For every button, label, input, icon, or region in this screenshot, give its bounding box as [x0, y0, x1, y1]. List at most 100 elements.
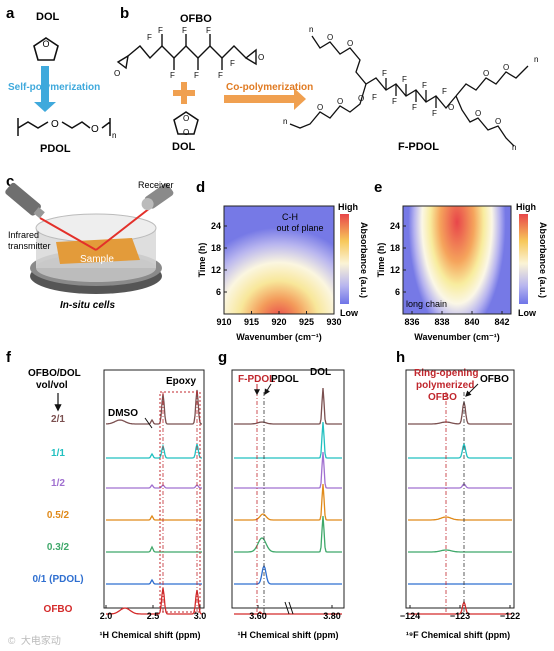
dol-ring-b-o1: O — [183, 114, 189, 123]
d-xtick-label: 915 — [244, 317, 259, 327]
panel-a-letter: a — [6, 5, 15, 22]
f-series-label: OFBO — [44, 604, 73, 615]
svg-text:O: O — [503, 63, 509, 72]
e-xlabel: Wavenumber (cm⁻¹) — [414, 332, 499, 342]
pdol-label: PDOL — [40, 143, 71, 155]
d-xtick-label: 925 — [299, 317, 314, 327]
g-xlabel: ¹H Chemical shift (ppm) — [237, 630, 338, 640]
h-xtick-label: −123 — [450, 611, 470, 621]
svg-text:O: O — [475, 109, 481, 118]
d-annot-2: out of plane — [276, 223, 323, 233]
d-xtick-label: 920 — [271, 317, 286, 327]
h-xtick-label: −122 — [500, 611, 520, 621]
d-colorbar — [340, 214, 349, 304]
e-cbar-label: Absorbance (a.u.) — [538, 222, 548, 298]
transmitter-label-1: Infrared — [8, 230, 39, 240]
f-xtick-label: 2.0 — [100, 611, 113, 621]
svg-text:O: O — [448, 103, 454, 112]
f-title-2: vol/vol — [36, 380, 68, 391]
panel-e-letter: e — [374, 179, 382, 196]
svg-text:O: O — [358, 94, 364, 103]
f-trace — [106, 389, 203, 425]
watermark: © 大电家动 — [8, 634, 61, 647]
svg-text:O: O — [317, 103, 323, 112]
svg-text:F: F — [422, 81, 427, 90]
d-xtick-label: 930 — [326, 317, 341, 327]
g-trace — [234, 611, 342, 615]
svg-text:O: O — [483, 69, 489, 78]
h-ofbo-label: OFBO — [480, 374, 509, 385]
ofbo-skeleton — [116, 34, 257, 70]
svg-text:O: O — [495, 117, 501, 126]
d-annot-1: C-H — [282, 212, 298, 222]
d-ytick-label: 24 — [211, 221, 221, 231]
self-polymerization-arrow-shaft — [41, 66, 49, 104]
f-epoxy-label: Epoxy — [166, 376, 196, 387]
co-polymerization-arrow-shaft — [224, 95, 296, 103]
fpdol-fluorines: F F F F F F F F — [372, 69, 447, 118]
g-trace — [234, 483, 342, 521]
dol-ring-b-o2: O — [183, 128, 189, 137]
e-xtick-label: 836 — [404, 317, 419, 327]
d-ytick-label: 12 — [211, 265, 221, 275]
dol-ring-a — [33, 37, 59, 61]
d-xticks: 910 915 920 925 930 — [216, 311, 342, 327]
panel-b-letter: b — [120, 5, 129, 22]
panel-g-letter: g — [218, 349, 227, 366]
panel-c-letter: c — [6, 173, 14, 190]
svg-text:O: O — [327, 33, 333, 42]
e-ytick-label: 12 — [390, 265, 400, 275]
co-polymerization-label: Co-polymerization — [226, 82, 313, 93]
f-xticks: 2.0 2.5 3.0 — [100, 605, 207, 621]
f-series-label: 2/1 — [51, 414, 65, 425]
h-trace — [408, 442, 512, 459]
e-colorbar — [519, 214, 528, 304]
e-yticks: 24 18 12 6 — [390, 221, 406, 297]
svg-text:F: F — [182, 26, 187, 35]
e-xtick-label: 842 — [494, 317, 509, 327]
svg-text:F: F — [382, 69, 387, 78]
e-ytick-label: 6 — [395, 287, 400, 297]
fpdol-n3: n — [283, 117, 287, 126]
panel-c: c Sample Receiver Infrared transmitter I… — [5, 173, 174, 311]
svg-text:F: F — [442, 87, 447, 96]
panel-b: b OFBO F F F F F F F F O O O — [114, 5, 538, 153]
h-ring-2: polymerized — [416, 380, 474, 391]
ofbo-label: OFBO — [180, 13, 212, 25]
h-ring-1: Ring-opening — [414, 368, 478, 379]
e-heatmap — [403, 206, 511, 314]
incident-beam — [39, 217, 97, 251]
f-xtick-label: 3.0 — [194, 611, 207, 621]
g-traces — [234, 387, 342, 615]
d-xlabel: Wavenumber (cm⁻¹) — [236, 332, 321, 342]
transmitter-device — [5, 182, 45, 219]
h-xtick-label: −124 — [400, 611, 420, 621]
svg-text:F: F — [158, 26, 163, 35]
f-xtick-label: 2.5 — [147, 611, 160, 621]
fpdol-skeleton — [289, 35, 529, 147]
panel-d: d C-H out of plane 910 915 920 925 930 24 18 1… — [196, 179, 369, 342]
e-xticks: 836 838 840 842 — [404, 311, 510, 327]
svg-text:O: O — [337, 97, 343, 106]
f-trace — [106, 587, 203, 615]
svg-text:F: F — [218, 71, 223, 80]
co-polymerization-arrow-head — [294, 88, 306, 110]
svg-text:F: F — [402, 75, 407, 84]
panel-f: f OFBO/DOL vol/vol 2/1 1/1 1/2 0.5/2 0.3/2 0/… — [6, 349, 206, 640]
e-xtick-label: 840 — [464, 317, 479, 327]
pdol-n: n — [112, 131, 116, 140]
f-trace — [106, 545, 202, 553]
h-trace — [408, 483, 512, 489]
d-xtick-label: 910 — [216, 317, 231, 327]
svg-text:F: F — [194, 71, 199, 80]
svg-text:F: F — [432, 109, 437, 118]
f-series-label: 1/2 — [51, 478, 65, 489]
f-series-label: 0.3/2 — [47, 542, 70, 553]
f-trace — [106, 514, 202, 521]
h-ring-3: OFBO — [428, 392, 457, 403]
reflected-beam — [95, 207, 151, 251]
fpdol-n4: n — [512, 143, 516, 152]
panel-f-letter: f — [6, 349, 12, 366]
g-fpdol-label: F-PDOL — [238, 374, 275, 385]
panel-h-letter: h — [396, 349, 405, 366]
